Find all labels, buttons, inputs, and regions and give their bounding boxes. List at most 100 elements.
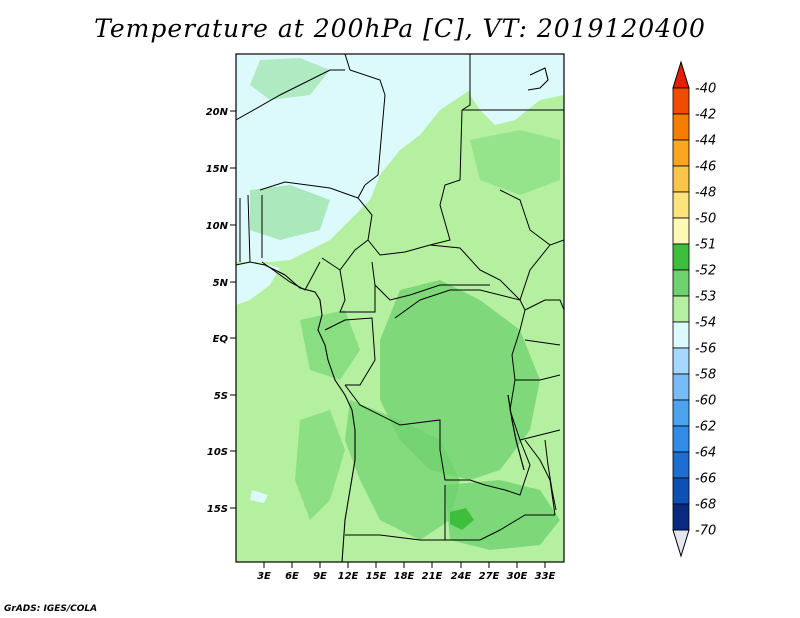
colorbar-swatch <box>672 477 690 505</box>
colorbar-level-label: -66 <box>695 472 716 487</box>
colorbar-level-label: -51 <box>695 238 716 253</box>
lat-tick-label: 15N <box>206 164 229 175</box>
lake-tanganyika <box>507 394 525 471</box>
country-borders <box>236 54 564 541</box>
colorbar-swatch <box>672 217 690 245</box>
cold-spot-sw <box>250 490 268 503</box>
border-car-south <box>374 284 490 301</box>
colorbar-level-label: -46 <box>695 160 716 175</box>
colorbar-swatch <box>672 165 690 193</box>
border-congo <box>324 317 376 386</box>
border-car-chad <box>367 239 431 256</box>
plot-frame <box>235 53 565 563</box>
lake-malawi <box>544 439 557 511</box>
colorbar-bottom-arrow <box>672 529 690 558</box>
border-niger-algeria <box>236 69 345 121</box>
lon-tick-label: 3E <box>257 571 271 582</box>
lon-tick-label: 30E <box>507 571 528 582</box>
colorbar-level-label: -62 <box>695 420 716 435</box>
colorbar-level-label: -52 <box>695 264 716 279</box>
colorbar-level-label: -48 <box>695 186 716 201</box>
border-drc-south <box>344 384 506 491</box>
software-credit: GrADS: IGES/COLA <box>4 604 98 614</box>
lon-tick-label: 33E <box>535 571 556 582</box>
border-ethiopia <box>499 189 564 301</box>
colorbar-swatch <box>672 191 690 219</box>
cold-region-west <box>236 262 280 305</box>
border-tanzania <box>515 374 561 441</box>
temperature-field <box>236 54 564 562</box>
border-niger-chad <box>357 184 373 241</box>
colorbar-swatch <box>672 269 690 297</box>
border-libya-chad <box>344 54 386 186</box>
colorbar-level-label: -56 <box>695 342 716 357</box>
colorbar-level-label: -53 <box>695 290 716 305</box>
warm-core <box>450 508 474 530</box>
colorbar-swatch <box>672 321 690 349</box>
border-benin <box>239 194 251 263</box>
colorbar-swatch <box>672 295 690 323</box>
colorbar-swatch <box>672 451 690 479</box>
colorbar-level-label: -58 <box>695 368 716 383</box>
colorbar-swatch <box>672 347 690 375</box>
border-angola-zambia <box>444 485 555 541</box>
warm-patch-3 <box>445 480 560 550</box>
lon-tick-label: 24E <box>451 571 472 582</box>
colorbar-swatch <box>672 373 690 401</box>
border-drc-north <box>394 289 526 319</box>
cold-region-ne <box>470 54 564 125</box>
longitude-axis: 3E 6E 9E 12E 15E 18E 21E 24E 27E 30E 33E <box>257 562 556 582</box>
colorbar-level-label: -68 <box>695 498 716 513</box>
colorbar-swatch <box>672 113 690 141</box>
coastline <box>236 67 549 562</box>
border-sudan-south <box>429 244 521 301</box>
colorbar-top-arrow <box>672 60 690 89</box>
warm-patch-4 <box>300 310 360 380</box>
colorbar: -40 -42 -44 -46 -48 -50 -51 -52 -53 -54 -56 -58 -60 -… <box>672 60 716 558</box>
border-chad-sudan <box>429 109 463 246</box>
colorbar-level-label: -64 <box>695 446 716 461</box>
lat-tick-label: 10N <box>206 221 229 232</box>
colorbar-swatch <box>672 399 690 427</box>
colorbar-level-label: -60 <box>695 394 716 409</box>
colorbar-level-label: -50 <box>695 212 716 227</box>
lon-tick-label: 9E <box>313 571 327 582</box>
colorbar-level-label: -44 <box>695 134 716 149</box>
lon-tick-label: 21E <box>422 571 443 582</box>
border-angola-namibia <box>345 534 445 541</box>
lon-tick-label: 18E <box>394 571 415 582</box>
lat-tick-label: EQ <box>213 334 229 345</box>
border-libya-egypt <box>461 54 471 111</box>
colorbar-level-label: -54 <box>695 316 716 331</box>
colorbar-swatch <box>672 139 690 167</box>
lon-tick-label: 27E <box>479 571 500 582</box>
warm-patch-6 <box>470 130 560 195</box>
colorbar-level-label: -70 <box>695 524 716 539</box>
lat-tick-label: 5S <box>214 391 228 402</box>
colorbar-swatch <box>672 243 690 271</box>
border-niger-nigeria <box>259 181 359 199</box>
lat-tick-label: 5N <box>213 278 229 289</box>
colorbar-swatch <box>672 503 690 531</box>
colorbar-swatch <box>672 87 690 115</box>
map-title: Temperature at 200hPa [C], VT: 201912040… <box>94 14 706 43</box>
lat-tick-label: 20N <box>206 107 229 118</box>
colorbar-level-label: -42 <box>695 108 716 123</box>
border-zambia-east <box>524 439 556 516</box>
warm-patch-7 <box>250 185 330 240</box>
latitude-axis: 20N 15N 10N 5N EQ 5S 10S 15S <box>206 107 236 515</box>
colorbar-level-label: -40 <box>695 82 716 97</box>
warm-patch-2 <box>345 400 460 540</box>
warm-patch-8 <box>250 58 330 100</box>
lon-tick-label: 6E <box>285 571 299 582</box>
lat-tick-label: 10S <box>207 447 228 458</box>
colorbar-swatch <box>672 425 690 453</box>
cold-region-north <box>236 54 470 262</box>
lon-tick-label: 12E <box>338 571 359 582</box>
warm-patch-5 <box>295 410 345 520</box>
border-uganda-kenya <box>524 299 564 346</box>
lon-tick-label: 15E <box>366 571 387 582</box>
lat-tick-label: 15S <box>207 504 228 515</box>
border-cameroon <box>321 239 376 313</box>
